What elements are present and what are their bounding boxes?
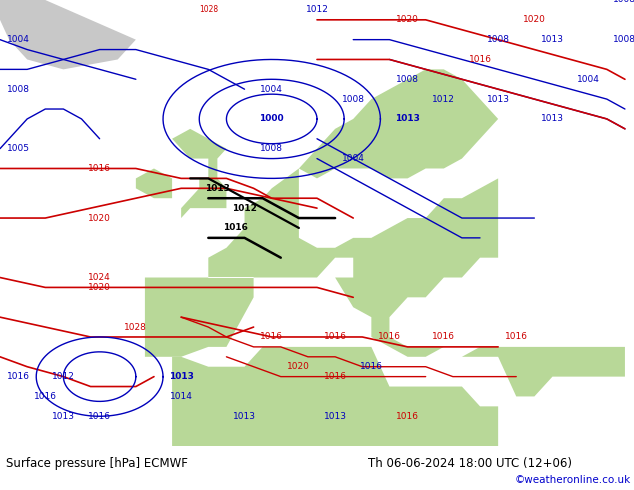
Text: 1008: 1008 bbox=[396, 75, 419, 84]
Text: 1008: 1008 bbox=[342, 95, 365, 103]
Text: 1013: 1013 bbox=[205, 184, 230, 193]
Text: 1016: 1016 bbox=[378, 333, 401, 342]
Text: 1016: 1016 bbox=[396, 412, 419, 421]
Text: 1020: 1020 bbox=[396, 15, 419, 24]
Text: 1028: 1028 bbox=[124, 322, 147, 332]
Text: 1013: 1013 bbox=[323, 412, 347, 421]
Text: 1020: 1020 bbox=[88, 214, 111, 222]
Text: 1016: 1016 bbox=[323, 333, 347, 342]
Text: 1016: 1016 bbox=[88, 412, 111, 421]
Text: 1013: 1013 bbox=[52, 412, 75, 421]
Text: 1020: 1020 bbox=[523, 15, 546, 24]
Text: 1012: 1012 bbox=[232, 204, 257, 213]
Text: 1013: 1013 bbox=[541, 115, 564, 123]
Text: Th 06-06-2024 18:00 UTC (12+06): Th 06-06-2024 18:00 UTC (12+06) bbox=[368, 457, 572, 470]
Text: 1016: 1016 bbox=[6, 372, 30, 381]
Text: 1016: 1016 bbox=[260, 333, 283, 342]
Text: 1016: 1016 bbox=[34, 392, 57, 401]
Text: 1016: 1016 bbox=[323, 372, 347, 381]
Text: 1012: 1012 bbox=[432, 95, 455, 103]
Text: 1008: 1008 bbox=[614, 35, 634, 44]
Text: 1000: 1000 bbox=[259, 115, 284, 123]
Text: 1013: 1013 bbox=[541, 35, 564, 44]
Text: 1024: 1024 bbox=[88, 273, 111, 282]
Text: 1020: 1020 bbox=[88, 283, 111, 292]
Text: Surface pressure [hPa] ECMWF: Surface pressure [hPa] ECMWF bbox=[6, 457, 188, 470]
Text: 1004: 1004 bbox=[342, 154, 365, 163]
Text: 1012: 1012 bbox=[52, 372, 75, 381]
Text: 1013: 1013 bbox=[487, 95, 510, 103]
Text: 1016: 1016 bbox=[469, 55, 491, 64]
Text: 1016: 1016 bbox=[223, 223, 248, 232]
Text: 1016: 1016 bbox=[88, 164, 111, 173]
Text: 1008: 1008 bbox=[614, 0, 634, 4]
Text: 1020: 1020 bbox=[287, 362, 310, 371]
Text: 1013: 1013 bbox=[169, 372, 193, 381]
Text: 1004: 1004 bbox=[261, 85, 283, 94]
Text: 1028: 1028 bbox=[198, 5, 218, 14]
Text: ©weatheronline.co.uk: ©weatheronline.co.uk bbox=[515, 475, 631, 485]
Text: 1016: 1016 bbox=[505, 333, 527, 342]
Text: 1014: 1014 bbox=[170, 392, 193, 401]
Text: 1008: 1008 bbox=[6, 85, 30, 94]
Text: 1013: 1013 bbox=[233, 412, 256, 421]
Text: 1012: 1012 bbox=[306, 5, 328, 14]
Text: 1008: 1008 bbox=[260, 144, 283, 153]
Text: 1008: 1008 bbox=[487, 35, 510, 44]
Text: 1016: 1016 bbox=[432, 333, 455, 342]
Text: 1016: 1016 bbox=[360, 362, 383, 371]
Text: 1005: 1005 bbox=[6, 144, 30, 153]
Text: 1004: 1004 bbox=[578, 75, 600, 84]
Text: 1013: 1013 bbox=[395, 115, 420, 123]
Text: 1004: 1004 bbox=[7, 35, 30, 44]
